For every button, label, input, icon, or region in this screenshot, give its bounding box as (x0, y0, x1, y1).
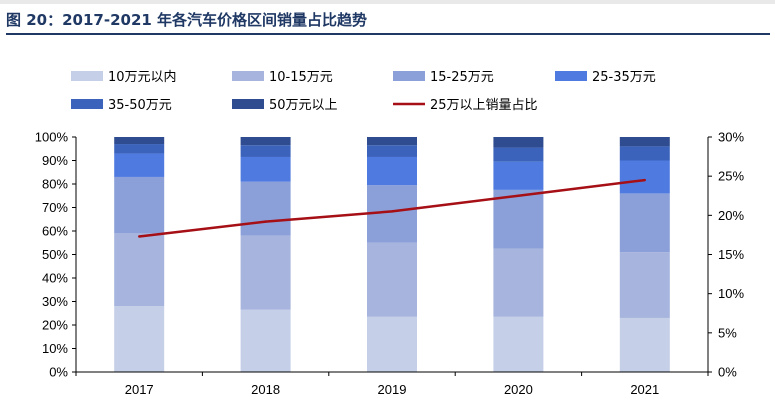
right-tick-label: 20% (718, 208, 744, 223)
bar-segment (493, 147, 544, 162)
line-point (138, 235, 141, 238)
legend-swatch (232, 71, 264, 81)
right-tick-label: 10% (718, 286, 744, 301)
left-axis: 0% 10% 20% 30% 40% 50% 60% 70% 80% 90% 100% (35, 130, 77, 380)
left-tick-label: 10% (42, 341, 68, 356)
legend-swatch (71, 71, 103, 81)
left-tick-label: 40% (42, 271, 68, 286)
bar-segment (114, 306, 165, 372)
legend-label: 10-15万元 (269, 70, 333, 85)
x-tick-label: 2018 (251, 382, 280, 397)
bar-segment (367, 145, 417, 157)
bar-segment (367, 242, 417, 317)
bar-segment (619, 160, 670, 194)
bar-segment (493, 137, 544, 148)
x-tick-label: 2019 (378, 382, 407, 397)
legend-label: 50万元以上 (269, 98, 338, 113)
x-tick-label: 2020 (504, 382, 533, 397)
legend-swatch (393, 71, 425, 81)
line-layer (138, 178, 646, 238)
bars (114, 137, 670, 372)
bar-segment (240, 309, 291, 372)
bar-segment (114, 233, 165, 307)
left-tick-label: 30% (42, 294, 68, 309)
bar-segment (240, 181, 291, 236)
legend-swatch (555, 71, 587, 81)
bar-segment (619, 193, 670, 253)
bar-segment (367, 316, 417, 372)
bar-segment (619, 146, 670, 161)
bar-segment (493, 248, 544, 317)
bar-segment (240, 137, 291, 146)
left-tick-label: 100% (35, 130, 69, 145)
legend-label: 15-25万元 (430, 70, 494, 85)
left-tick-label: 60% (42, 224, 68, 239)
bar-segment (619, 317, 670, 372)
bar-segment (619, 252, 670, 318)
x-tick-label: 2017 (125, 382, 154, 397)
line-point (390, 210, 394, 213)
line-point (517, 194, 520, 197)
right-tick-label: 0% (718, 365, 737, 380)
title-rule (6, 33, 770, 35)
line-point (643, 178, 646, 182)
legend-label: 35-50万元 (108, 98, 172, 113)
bar-segment (240, 235, 291, 310)
right-tick-label: 5% (718, 325, 737, 340)
bar-segment (114, 144, 165, 154)
bar-segment (493, 316, 544, 372)
left-tick-label: 70% (42, 200, 68, 215)
left-tick-label: 50% (42, 247, 68, 262)
bar-segment (114, 137, 165, 145)
legend: 10万元以内 10-15万元 15-25万元 25-35万元 35-50万元 50万元以上… (71, 69, 656, 113)
bar-segment (114, 153, 165, 177)
right-axis: 0% 5% 10% 15% 20% 25% 30% (707, 130, 744, 380)
legend-label: 25万以上销量占比 (430, 98, 538, 113)
right-tick-label: 25% (718, 169, 744, 184)
bar-segment (240, 145, 291, 157)
right-tick-label: 30% (718, 130, 744, 145)
bar-segment (114, 176, 165, 234)
left-tick-label: 80% (42, 177, 68, 192)
right-tick-label: 15% (718, 247, 744, 262)
bar-segment (493, 189, 544, 249)
left-tick-label: 0% (49, 365, 68, 380)
left-tick-label: 20% (42, 318, 68, 333)
legend-label: 25-35万元 (592, 70, 656, 85)
figure-title: 图 20：2017-2021 年各汽车价格区间销量占比趋势 (6, 11, 368, 29)
x-tick-label: 2021 (630, 382, 659, 397)
legend-label: 10万元以内 (108, 69, 177, 85)
bar-segment (619, 137, 670, 147)
bar-segment (493, 161, 544, 190)
bar-segment (240, 156, 291, 182)
legend-swatch (71, 99, 103, 109)
legend-swatch (232, 99, 264, 109)
left-tick-label: 90% (42, 153, 68, 168)
top-strip (0, 0, 775, 4)
x-axis: 2017 2018 2019 2020 2021 (75, 371, 709, 397)
line-point (264, 220, 267, 223)
bar-segment (367, 156, 417, 186)
bar-segment (367, 137, 417, 146)
